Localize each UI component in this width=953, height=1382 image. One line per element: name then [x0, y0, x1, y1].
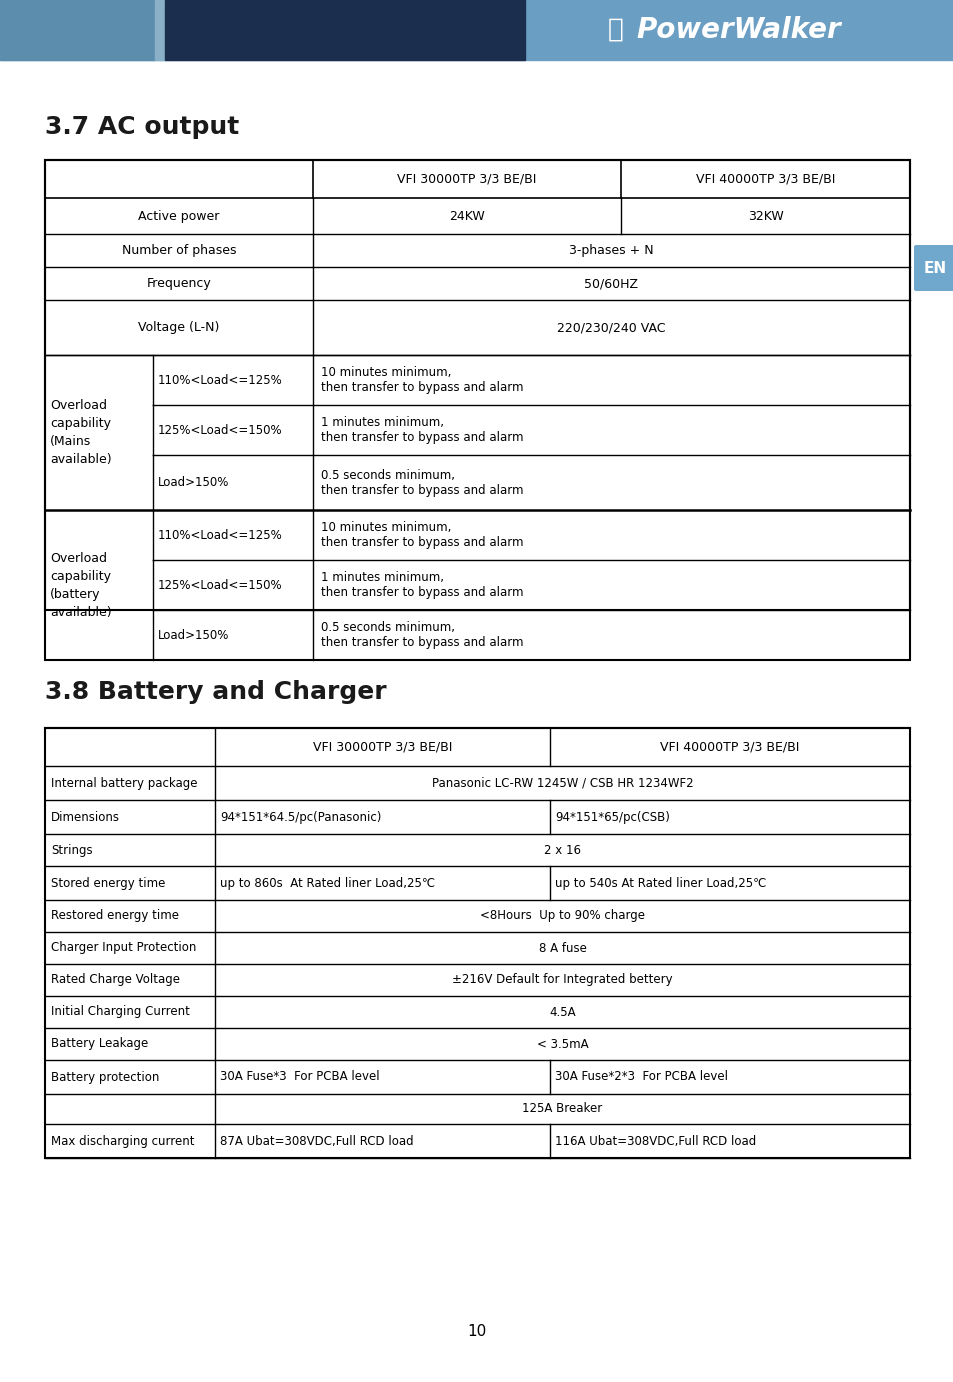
Text: Number of phases: Number of phases — [122, 245, 236, 257]
Text: Overload
capability
(battery
available): Overload capability (battery available) — [50, 551, 112, 619]
Bar — [0, 0, 953, 59]
Text: Voltage (L-N): Voltage (L-N) — [138, 321, 219, 334]
Text: 10 minutes minimum,
then transfer to bypass and alarm: 10 minutes minimum, then transfer to byp… — [320, 366, 523, 394]
Bar — [165, 0, 524, 59]
Text: 24KW: 24KW — [449, 210, 484, 223]
Bar — [45, 160, 909, 661]
Text: 110%<Load<=125%: 110%<Load<=125% — [158, 528, 282, 542]
Bar — [154, 0, 165, 59]
Text: Overload
capability
(Mains
available): Overload capability (Mains available) — [50, 399, 112, 466]
Text: EN: EN — [923, 260, 945, 275]
Text: Internal battery package: Internal battery package — [51, 777, 197, 789]
Text: 10 minutes minimum,
then transfer to bypass and alarm: 10 minutes minimum, then transfer to byp… — [320, 521, 523, 549]
Text: 30A Fuse*2*3  For PCBA level: 30A Fuse*2*3 For PCBA level — [555, 1071, 727, 1083]
Text: 8 A fuse: 8 A fuse — [538, 941, 586, 955]
Text: Dimensions: Dimensions — [51, 810, 120, 824]
Text: 94*151*65/pc(CSB): 94*151*65/pc(CSB) — [555, 810, 669, 824]
Text: 50/60HZ: 50/60HZ — [584, 276, 638, 290]
Text: 125%<Load<=150%: 125%<Load<=150% — [158, 423, 282, 437]
Text: Stored energy time: Stored energy time — [51, 876, 165, 890]
Text: 1 minutes minimum,
then transfer to bypass and alarm: 1 minutes minimum, then transfer to bypa… — [320, 571, 523, 598]
Text: Rated Charge Voltage: Rated Charge Voltage — [51, 973, 180, 987]
Text: 0.5 seconds minimum,
then transfer to bypass and alarm: 0.5 seconds minimum, then transfer to by… — [320, 468, 523, 496]
Text: Charger Input Protection: Charger Input Protection — [51, 941, 196, 955]
Text: 110%<Load<=125%: 110%<Load<=125% — [158, 373, 282, 387]
Text: Active power: Active power — [138, 210, 219, 223]
FancyBboxPatch shape — [913, 245, 953, 292]
Text: 220/230/240 VAC: 220/230/240 VAC — [557, 321, 665, 334]
Text: 2 x 16: 2 x 16 — [543, 843, 580, 857]
Bar — [45, 160, 909, 609]
Text: 3-phases + N: 3-phases + N — [569, 245, 653, 257]
Text: <8Hours  Up to 90% charge: <8Hours Up to 90% charge — [479, 909, 644, 923]
Text: Ⓟ: Ⓟ — [607, 17, 623, 43]
Text: Battery Leakage: Battery Leakage — [51, 1038, 148, 1050]
Text: 125A Breaker: 125A Breaker — [522, 1103, 602, 1115]
Text: 125%<Load<=150%: 125%<Load<=150% — [158, 579, 282, 591]
Text: 3.7 AC output: 3.7 AC output — [45, 115, 239, 140]
Text: 10: 10 — [467, 1324, 486, 1339]
Text: Restored energy time: Restored energy time — [51, 909, 179, 923]
Text: Panasonic LC-RW 1245W / CSB HR 1234WF2: Panasonic LC-RW 1245W / CSB HR 1234WF2 — [432, 777, 693, 789]
Text: Load>150%: Load>150% — [158, 475, 229, 489]
Text: 116A Ubat=308VDC,Full RCD load: 116A Ubat=308VDC,Full RCD load — [555, 1135, 756, 1147]
Text: Strings: Strings — [51, 843, 92, 857]
Text: 94*151*64.5/pc(Panasonic): 94*151*64.5/pc(Panasonic) — [220, 810, 381, 824]
Text: Battery protection: Battery protection — [51, 1071, 159, 1083]
Text: up to 860s  At Rated liner Load,25℃: up to 860s At Rated liner Load,25℃ — [220, 876, 435, 890]
Text: Frequency: Frequency — [147, 276, 212, 290]
Text: up to 540s At Rated liner Load,25℃: up to 540s At Rated liner Load,25℃ — [555, 876, 765, 890]
Text: Load>150%: Load>150% — [158, 629, 229, 641]
Text: 30A Fuse*3  For PCBA level: 30A Fuse*3 For PCBA level — [220, 1071, 379, 1083]
Text: 0.5 seconds minimum,
then transfer to bypass and alarm: 0.5 seconds minimum, then transfer to by… — [320, 621, 523, 650]
Text: VFI 40000TP 3/3 BE/BI: VFI 40000TP 3/3 BE/BI — [659, 741, 799, 753]
Text: 87A Ubat=308VDC,Full RCD load: 87A Ubat=308VDC,Full RCD load — [220, 1135, 414, 1147]
Text: < 3.5mA: < 3.5mA — [537, 1038, 588, 1050]
Text: Max discharging current: Max discharging current — [51, 1135, 194, 1147]
Text: 4.5A: 4.5A — [549, 1006, 576, 1019]
Text: VFI 30000TP 3/3 BE/BI: VFI 30000TP 3/3 BE/BI — [313, 741, 452, 753]
Text: 3.8 Battery and Charger: 3.8 Battery and Charger — [45, 680, 386, 703]
Text: 1 minutes minimum,
then transfer to bypass and alarm: 1 minutes minimum, then transfer to bypa… — [320, 416, 523, 444]
Text: VFI 30000TP 3/3 BE/BI: VFI 30000TP 3/3 BE/BI — [396, 173, 537, 185]
Bar — [0, 0, 154, 59]
Text: 32KW: 32KW — [747, 210, 782, 223]
Bar — [45, 728, 909, 1158]
Text: ±216V Default for Integrated bettery: ±216V Default for Integrated bettery — [452, 973, 672, 987]
Text: VFI 40000TP 3/3 BE/BI: VFI 40000TP 3/3 BE/BI — [695, 173, 834, 185]
Text: Initial Charging Current: Initial Charging Current — [51, 1006, 190, 1019]
Text: PowerWalker: PowerWalker — [636, 17, 840, 44]
